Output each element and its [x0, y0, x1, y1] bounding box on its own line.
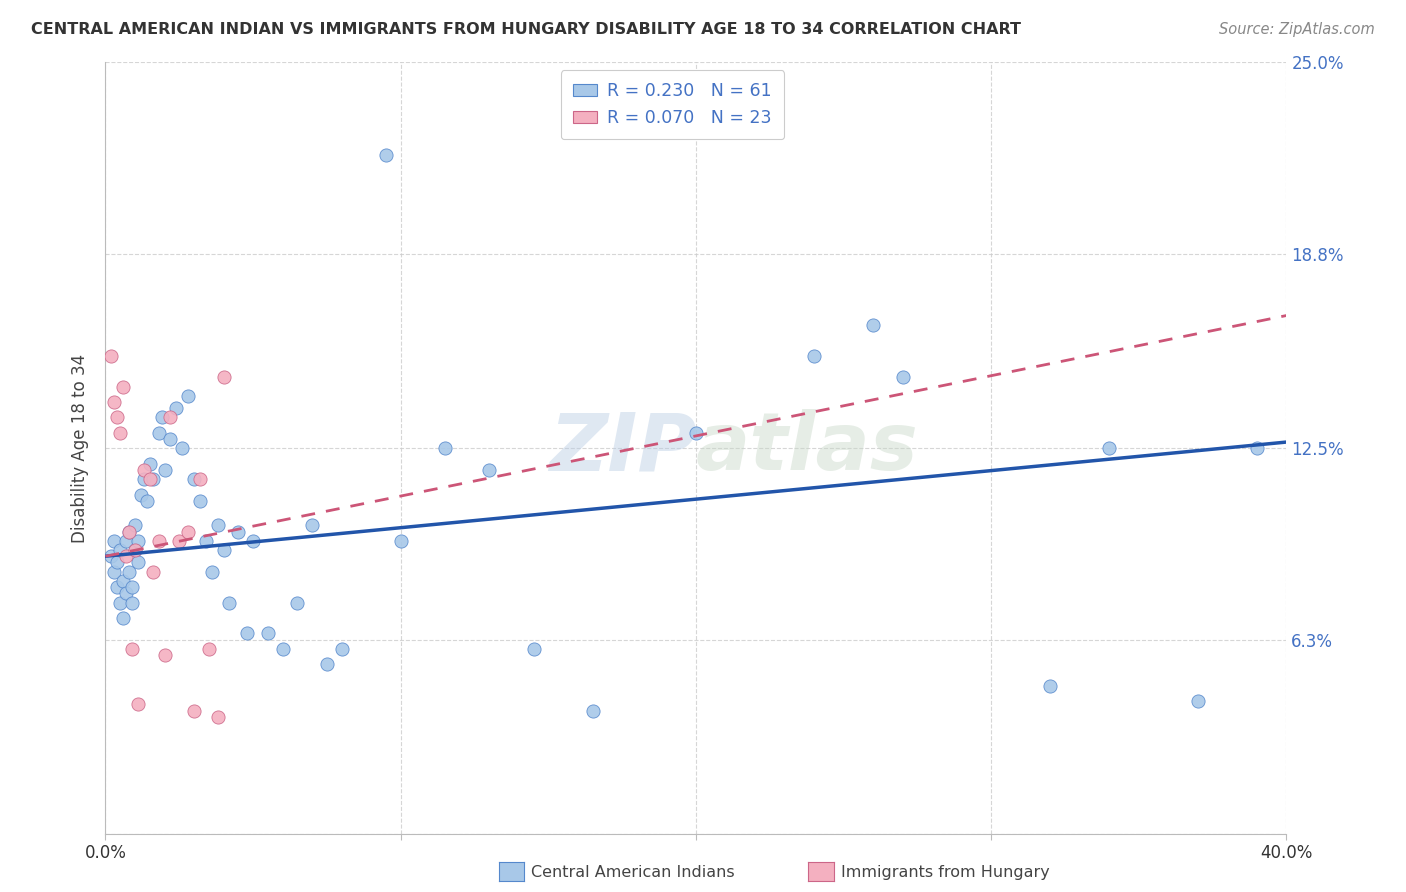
- Text: Immigrants from Hungary: Immigrants from Hungary: [841, 865, 1049, 880]
- Point: [153, 648, 176, 662]
- Point: [172, 441, 194, 455]
- Point: [121, 596, 143, 610]
- Point: [138, 472, 162, 486]
- Point: [105, 410, 128, 425]
- Point: [242, 533, 264, 548]
- Text: atlas: atlas: [696, 409, 918, 487]
- Text: CENTRAL AMERICAN INDIAN VS IMMIGRANTS FROM HUNGARY DISABILITY AGE 18 TO 34 CORRE: CENTRAL AMERICAN INDIAN VS IMMIGRANTS FR…: [31, 22, 1021, 37]
- Point: [115, 586, 138, 600]
- Point: [105, 556, 128, 570]
- Point: [103, 533, 125, 548]
- Point: [112, 611, 135, 625]
- Point: [218, 596, 240, 610]
- Point: [1098, 441, 1121, 455]
- Point: [103, 565, 125, 579]
- Point: [132, 463, 155, 477]
- Point: [188, 472, 211, 486]
- Point: [183, 472, 205, 486]
- Point: [891, 370, 914, 384]
- Point: [177, 389, 200, 403]
- Point: [1039, 679, 1062, 693]
- Point: [159, 432, 181, 446]
- Point: [118, 524, 141, 539]
- Point: [523, 641, 546, 656]
- Point: [194, 533, 217, 548]
- Point: [207, 710, 229, 724]
- Point: [389, 533, 412, 548]
- Point: [236, 626, 259, 640]
- Point: [127, 698, 149, 712]
- Point: [105, 580, 128, 594]
- Point: [110, 596, 132, 610]
- Point: [132, 472, 155, 486]
- Point: [478, 463, 501, 477]
- Point: [103, 395, 125, 409]
- Point: [803, 349, 825, 363]
- Point: [153, 463, 176, 477]
- Point: [159, 410, 181, 425]
- Point: [121, 580, 143, 594]
- Point: [121, 641, 143, 656]
- Point: [177, 524, 200, 539]
- Point: [127, 556, 149, 570]
- Point: [197, 641, 219, 656]
- Point: [315, 657, 337, 672]
- Point: [183, 704, 205, 718]
- Point: [228, 524, 250, 539]
- Point: [287, 596, 309, 610]
- Point: [142, 565, 165, 579]
- Point: [112, 574, 135, 588]
- Point: [1187, 694, 1209, 708]
- Point: [271, 641, 294, 656]
- Point: [135, 493, 157, 508]
- Point: [138, 457, 162, 471]
- Point: [118, 565, 141, 579]
- Point: [148, 533, 170, 548]
- Point: [169, 533, 191, 548]
- Point: [118, 524, 141, 539]
- Point: [433, 441, 456, 455]
- Point: [124, 543, 146, 558]
- Point: [142, 472, 165, 486]
- Point: [115, 533, 138, 548]
- Text: Central American Indians: Central American Indians: [531, 865, 735, 880]
- Point: [374, 148, 398, 162]
- Point: [110, 543, 132, 558]
- Y-axis label: Disability Age 18 to 34: Disability Age 18 to 34: [72, 353, 90, 543]
- Point: [100, 549, 122, 564]
- Point: [301, 518, 323, 533]
- Point: [862, 318, 884, 332]
- Point: [685, 425, 707, 440]
- Point: [112, 379, 135, 393]
- Legend: R = 0.230   N = 61, R = 0.070   N = 23: R = 0.230 N = 61, R = 0.070 N = 23: [561, 70, 785, 139]
- Point: [257, 626, 280, 640]
- Point: [129, 487, 152, 501]
- Text: ZIP: ZIP: [548, 409, 696, 487]
- Point: [150, 410, 173, 425]
- Point: [110, 425, 132, 440]
- Point: [165, 401, 187, 416]
- Text: Source: ZipAtlas.com: Source: ZipAtlas.com: [1219, 22, 1375, 37]
- Point: [212, 370, 235, 384]
- Point: [127, 533, 149, 548]
- Point: [207, 518, 229, 533]
- Point: [212, 543, 235, 558]
- Point: [124, 543, 146, 558]
- Point: [115, 549, 138, 564]
- Point: [582, 704, 605, 718]
- Point: [100, 349, 122, 363]
- Point: [124, 518, 146, 533]
- Point: [330, 641, 353, 656]
- Point: [188, 493, 211, 508]
- Point: [1246, 441, 1268, 455]
- Point: [201, 565, 224, 579]
- Point: [148, 425, 170, 440]
